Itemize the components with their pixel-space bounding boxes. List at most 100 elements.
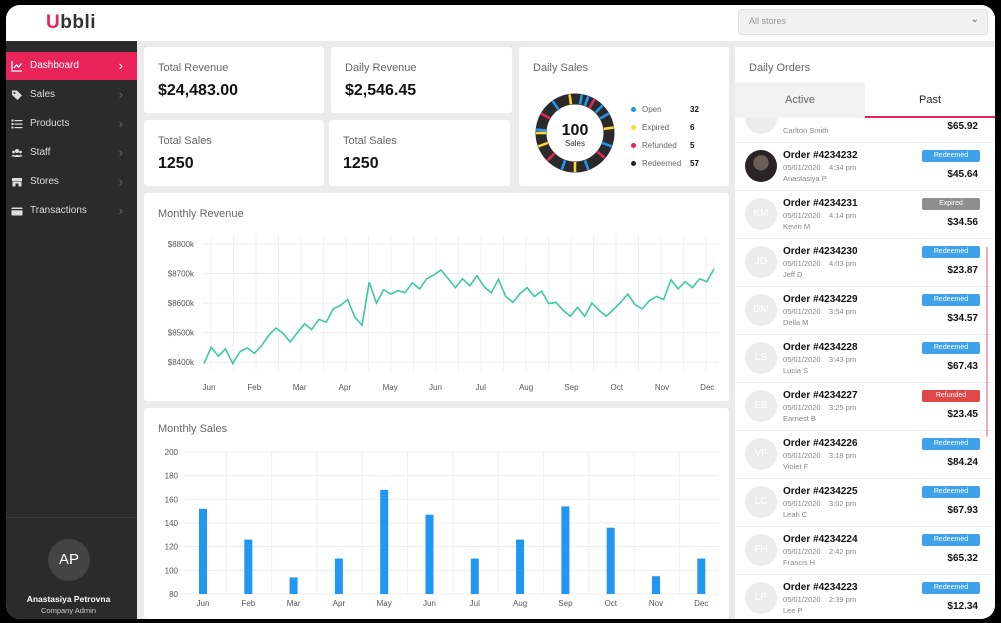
list-item[interactable]: KM Order #4234231 05/01/2020 4:14 pm Kevin M… (735, 190, 993, 239)
sidebar-item-products[interactable]: Products › (6, 110, 137, 138)
revenue-line (203, 268, 715, 366)
order-customer: Violet F (783, 462, 809, 471)
avatar (745, 118, 777, 134)
sidebar-item-sales[interactable]: Sales › (6, 81, 137, 109)
list-item[interactable]: VF Order #4234226 05/01/2020 3:18 pm Violet … (735, 430, 993, 479)
avatar: FH (745, 534, 777, 566)
status-badge: Redeemed (922, 294, 980, 306)
y-tick-label: $8800k (168, 240, 195, 249)
order-customer: Kevin M (783, 222, 811, 231)
sidebar-item-label: Transactions (30, 205, 87, 216)
sidebar-item-stores[interactable]: Stores › (6, 168, 137, 196)
list-item[interactable]: DM Order #4234229 05/01/2020 3:54 pm Della M… (735, 286, 993, 335)
status-badge: Redeemed (922, 150, 980, 162)
orders-list[interactable]: Carlton Smith $65.92 Order #4234232 05/01/2… (735, 118, 995, 619)
list-item[interactable]: FH Order #4234224 05/01/2020 2:42 pm Francis… (735, 526, 993, 575)
daily-sales-card: Daily Sales 100 Sales Open 32 Expired 6 … (519, 47, 729, 186)
user-name: Anastasiya Petrovna (26, 594, 111, 604)
donut-center-value: 100 (562, 122, 589, 139)
order-amount: $84.24 (947, 457, 978, 468)
user-role: Company Admin (40, 606, 97, 615)
order-number: Order #4234232 (783, 150, 858, 161)
order-number: Order #4234224 (783, 534, 858, 545)
avatar[interactable]: AP (48, 539, 90, 581)
order-customer: Lee P (783, 606, 803, 615)
order-customer: Lucia S (783, 366, 809, 375)
status-badge: Refunded (922, 390, 980, 402)
order-time: 4:03 pm (829, 259, 857, 268)
sidebar-item-staff[interactable]: Staff › (6, 139, 137, 167)
sidebar-item-label: Sales (30, 89, 56, 100)
order-date: 05/01/2020 (783, 355, 821, 364)
x-tick-label: May (383, 383, 398, 392)
order-customer: Carlton Smith (783, 126, 829, 135)
avatar (745, 150, 777, 182)
order-number: Order #4234231 (783, 198, 858, 209)
chevron-right-icon: › (118, 116, 123, 131)
tab-past[interactable]: Past (865, 82, 995, 118)
card-value: 1250 (343, 155, 379, 172)
sales-bar (606, 527, 615, 594)
sales-bar (561, 506, 570, 594)
x-tick-label: Jun (429, 383, 442, 392)
avatar: KM (745, 198, 777, 230)
donut-segment (599, 112, 610, 120)
list-item[interactable]: JD Order #4234230 05/01/2020 4:03 pm Jeff D R… (735, 238, 993, 287)
users-icon (11, 149, 23, 157)
donut-center-label: Sales (565, 139, 585, 148)
list-item[interactable]: Order #4234232 05/01/2020 4:34 pm Anastasiy… (735, 142, 993, 191)
order-time: 2:42 pm (829, 547, 857, 556)
order-time: 3:43 pm (829, 355, 857, 364)
sidebar-item-dashboard[interactable]: Dashboard › (6, 52, 137, 80)
order-time: 4:34 pm (829, 163, 857, 172)
x-tick-label: Mar (287, 599, 301, 608)
list-item[interactable]: LS Order #4234228 05/01/2020 3:43 pm Lucia S… (735, 334, 993, 383)
top-bar: Ubbli All stores ⌄ (6, 5, 995, 41)
sales-bar (425, 514, 434, 594)
sales-bar (244, 539, 253, 594)
order-customer: Earnest B (783, 414, 816, 423)
card-title: Daily Sales (533, 62, 589, 74)
x-tick-label: Feb (247, 383, 261, 392)
x-tick-label: Apr (339, 383, 352, 392)
tab-active[interactable]: Active (735, 82, 865, 118)
y-tick-label: $8700k (168, 269, 195, 278)
donut-segment (594, 104, 604, 114)
sidebar-item-transactions[interactable]: Transactions › (6, 197, 137, 225)
avatar: VF (745, 438, 777, 470)
donut-segment (537, 141, 549, 148)
scrollbar-thumb[interactable] (986, 247, 988, 437)
avatar: LC (745, 486, 777, 518)
app-logo[interactable]: Ubbli (46, 12, 97, 33)
store-select[interactable]: All stores ⌄ (738, 9, 988, 35)
x-tick-label: Feb (241, 599, 255, 608)
list-item[interactable]: LP Order #4234223 05/01/2020 2:39 pm Lee P Re… (735, 574, 993, 619)
list-item[interactable]: EB Order #4234227 05/01/2020 3:25 pm Earnest… (735, 382, 993, 431)
donut-segment (583, 95, 590, 107)
order-time: 2:39 pm (829, 595, 857, 604)
donut-segment (583, 159, 590, 171)
y-tick-label: $8500k (168, 329, 195, 338)
wallet-icon (11, 207, 23, 216)
card-title: Monthly Revenue (158, 208, 244, 220)
list-item[interactable]: LC Order #4234225 05/01/2020 3:02 pm Leah C R… (735, 478, 993, 527)
status-badge: Redeemed (922, 438, 980, 450)
status-badge: Redeemed (922, 246, 980, 258)
legend-dot (631, 107, 636, 112)
monthly-sales-chart: 80 100 120 140 160 180 200 Jun Feb Mar Apr May Jun Ju… (165, 448, 719, 608)
orders-tabs: Active Past (735, 82, 995, 118)
legend-dot (631, 161, 636, 166)
y-tick-label: 120 (165, 543, 179, 552)
sidebar-item-label: Dashboard (30, 60, 79, 71)
donut-segment (603, 126, 614, 131)
status-badge: Redeemed (922, 582, 980, 594)
x-tick-label: Jun (423, 599, 436, 608)
list-item[interactable]: Carlton Smith $65.92 (735, 118, 993, 143)
order-amount: $12.34 (947, 601, 978, 612)
sidebar-item-label: Staff (30, 147, 51, 158)
sales-bar (652, 576, 660, 594)
sales-bar (516, 539, 525, 594)
order-number: Order #4234225 (783, 486, 858, 497)
donut-segment (601, 141, 613, 148)
